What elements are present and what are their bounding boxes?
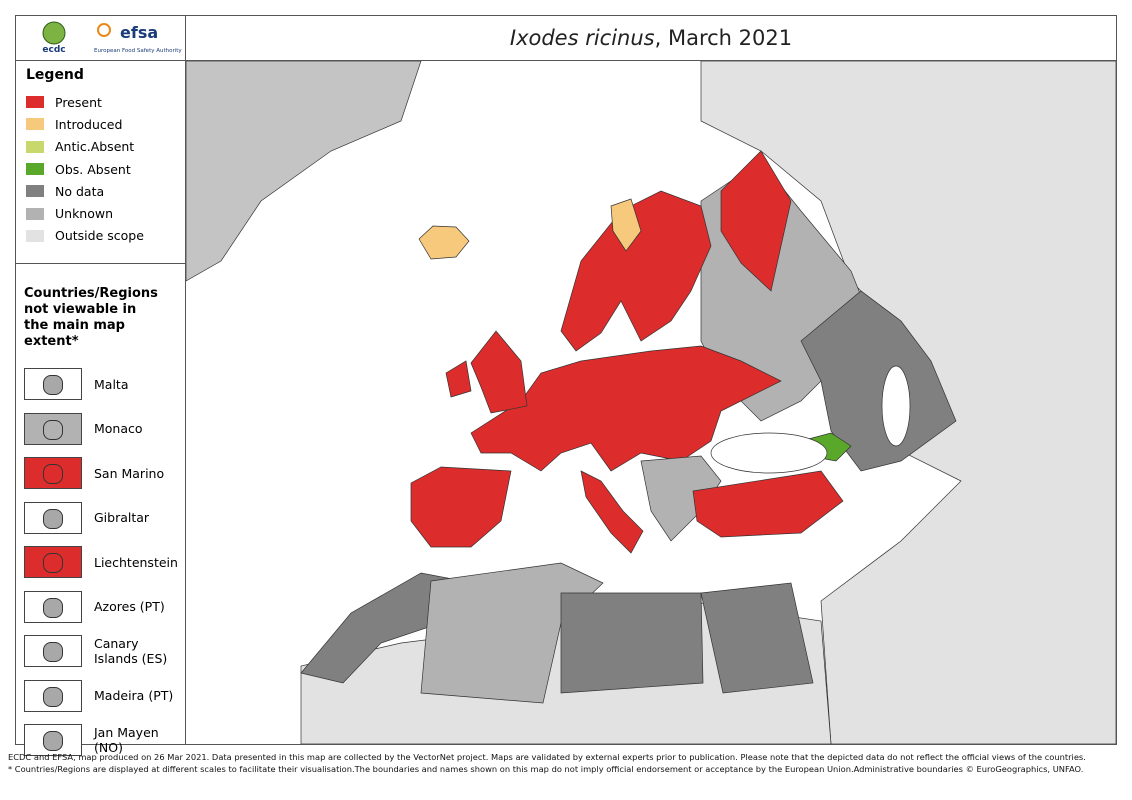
inset-shape — [43, 731, 63, 752]
inset-label: San Marino — [94, 465, 165, 481]
inset-item: Jan Mayen (NO) — [24, 718, 177, 763]
legend-item: Outside scope — [26, 225, 175, 247]
inset-shape — [43, 597, 63, 618]
inset-label: Canary Islands (ES) — [94, 636, 168, 667]
inset-item: Azores (PT) — [24, 585, 177, 630]
header: Ixodes ricinus, March 2021 — [186, 16, 1116, 61]
ecdc-globe — [42, 21, 66, 45]
region — [470, 330, 528, 414]
legend-item: Introduced — [26, 113, 175, 135]
black-sea — [710, 432, 828, 474]
inset-shape — [43, 686, 63, 707]
region — [700, 582, 814, 694]
legend-label: Outside scope — [55, 228, 144, 244]
inset-item: San Marino — [24, 451, 177, 496]
regions — [186, 61, 1116, 744]
inset-thumb — [24, 412, 82, 445]
inset-thumb — [24, 457, 82, 490]
legend-item: Antic.Absent — [26, 136, 175, 158]
region — [470, 345, 782, 472]
region — [410, 466, 512, 548]
caspian-sea — [881, 365, 911, 447]
legend-label: Introduced — [55, 116, 123, 132]
region — [560, 592, 704, 694]
legend-item: Obs. Absent — [26, 158, 175, 180]
legend-label: Unknown — [55, 206, 114, 222]
footer-line: * Countries/Regions are displayed at dif… — [8, 764, 1084, 774]
efsa-mark — [97, 23, 111, 37]
title-species: Ixodes ricinus — [509, 26, 655, 50]
inset-item: Malta — [24, 362, 177, 407]
efsa-sub: European Food Safety Authority — [94, 48, 182, 54]
legend-swatch — [26, 118, 44, 131]
region — [800, 290, 957, 472]
region — [186, 61, 422, 282]
inset-shape — [43, 419, 63, 440]
inset-item: Monaco — [24, 407, 177, 452]
legend-label: Antic.Absent — [55, 139, 135, 155]
inset-thumb — [24, 368, 82, 401]
inset-label: Liechtenstein — [94, 554, 178, 570]
inset-item: Canary Islands (ES) — [24, 629, 177, 674]
inset-label: Monaco — [94, 421, 143, 437]
legend-swatch — [26, 140, 44, 153]
legend-label: Obs. Absent — [55, 161, 131, 177]
inset-label: Azores (PT) — [94, 599, 165, 615]
legend: Legend Present Introduced Antic.Absent Obs. … — [16, 61, 186, 264]
inset-thumb — [24, 724, 82, 757]
inset-shape — [43, 464, 63, 485]
region — [580, 470, 644, 554]
legend-swatch — [26, 185, 44, 198]
legend-swatch — [26, 163, 44, 176]
inset-label: Jan Mayen (NO) — [94, 725, 159, 756]
inset-shape — [43, 375, 63, 396]
efsa-logo: efsa — [120, 23, 158, 42]
legend-item: No data — [26, 180, 175, 202]
region — [692, 470, 844, 538]
inset-label: Madeira (PT) — [94, 688, 174, 704]
inset-item: Liechtenstein — [24, 540, 178, 585]
insets: Countries/Regions not viewable in the ma… — [16, 264, 186, 757]
inset-thumb — [24, 546, 82, 579]
legend-swatch — [26, 207, 44, 220]
footer-line: ECDC and EFSA, map produced on 26 Mar 20… — [8, 752, 1086, 762]
legend-label: Present — [55, 94, 102, 110]
map — [186, 61, 1116, 744]
legend-swatch — [26, 229, 44, 242]
region — [610, 198, 642, 252]
logo-art: ecdc efsa European Food Safety Authority — [42, 21, 182, 55]
insets-title: Countries/Regions not viewable in the ma… — [24, 286, 158, 349]
inset-shape — [43, 642, 63, 663]
inset-label: Malta — [94, 376, 129, 392]
legend-item: Present — [26, 91, 175, 113]
inset-item: Madeira (PT) — [24, 674, 177, 719]
title-date: , March 2021 — [654, 26, 793, 50]
inset-thumb — [24, 501, 82, 534]
legend-swatch — [26, 96, 44, 109]
legend-item: Unknown — [26, 202, 175, 224]
inset-label: Gibraltar — [94, 510, 150, 526]
region — [720, 150, 792, 292]
inset-shape — [43, 508, 63, 529]
legend-label: No data — [55, 183, 105, 199]
logos: ecdc efsa European Food Safety Authority — [16, 16, 186, 61]
region — [445, 360, 472, 398]
inset-thumb — [24, 590, 82, 623]
inset-thumb — [24, 635, 82, 668]
map-frame: ecdc efsa European Food Safety Authority… — [15, 15, 1117, 757]
inset-shape — [43, 553, 63, 574]
inset-thumb — [24, 679, 82, 712]
inset-item: Gibraltar — [24, 496, 177, 541]
region — [418, 225, 470, 260]
ecdc-logo: ecdc — [42, 45, 65, 55]
footer: ECDC and EFSA, map produced on 26 Mar 20… — [8, 751, 1128, 775]
legend-title: Legend — [26, 67, 84, 83]
